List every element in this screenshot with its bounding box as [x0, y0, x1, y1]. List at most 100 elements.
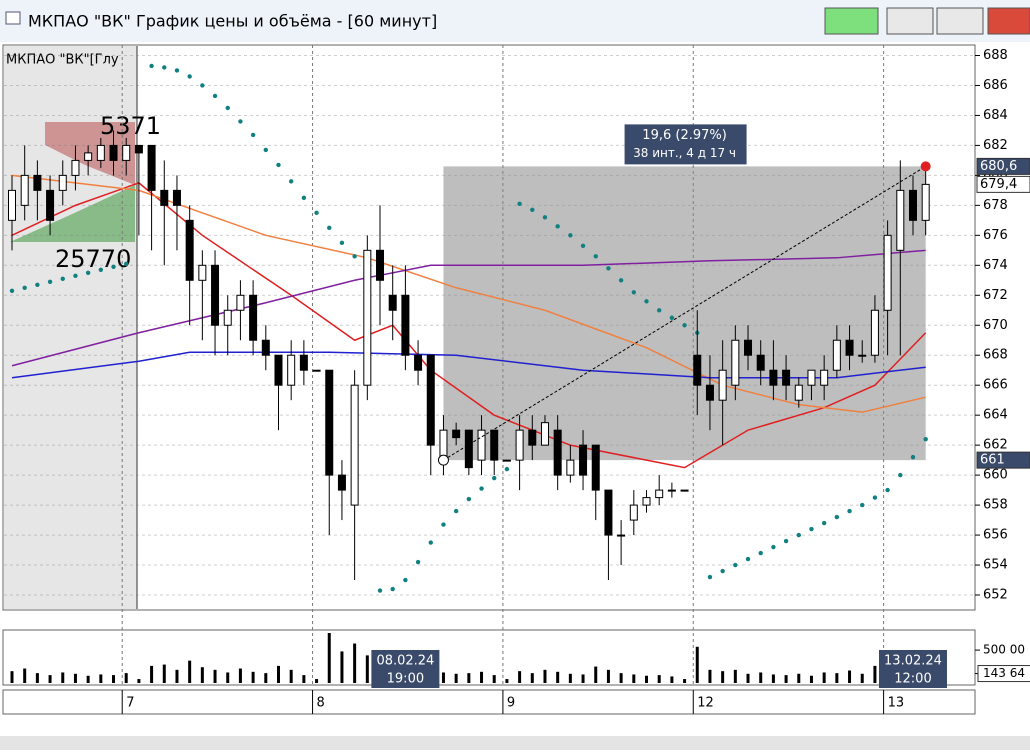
- volume-bar: [645, 675, 648, 683]
- price-flag-label: 661: [980, 453, 1005, 468]
- y-tick-label: 670: [983, 318, 1008, 333]
- measure-detail: 38 инт., 4 д 17 ч: [633, 146, 736, 160]
- volume-panel: [2, 629, 976, 686]
- sar-dot: [796, 532, 801, 538]
- cursor-time: 19:00: [387, 672, 424, 687]
- close-button[interactable]: [987, 7, 1030, 35]
- y-tick-label: 672: [983, 288, 1008, 303]
- sar-dot: [225, 105, 230, 111]
- y-tick-label: 684: [983, 108, 1008, 123]
- sar-dot: [606, 266, 611, 271]
- candle-body: [426, 354, 435, 446]
- sar-dot: [314, 210, 319, 216]
- candle-body: [274, 354, 283, 386]
- sar-dot: [707, 574, 713, 580]
- sar-dot: [771, 544, 776, 550]
- candle-body: [337, 474, 346, 491]
- candle-body: [642, 497, 651, 506]
- x-tick-label: 12: [697, 696, 714, 711]
- volume-bar: [492, 675, 496, 683]
- scrollbar[interactable]: [0, 736, 1030, 750]
- candle-body: [604, 489, 613, 536]
- volume-bar: [454, 673, 458, 683]
- sar-dot: [555, 224, 560, 229]
- volume-bar: [480, 671, 484, 683]
- volume-bar: [505, 679, 509, 683]
- sar-dot: [530, 207, 535, 213]
- volume-bar: [99, 674, 103, 683]
- candle-body: [655, 489, 664, 499]
- sar-dot: [821, 520, 827, 526]
- cursor-date: 13.02.24: [884, 654, 942, 669]
- candle-body: [883, 234, 892, 311]
- candle-body: [591, 444, 600, 491]
- volume-bar: [632, 674, 636, 683]
- candle-body: [807, 369, 816, 386]
- volume-bar: [441, 672, 445, 683]
- sar-dot: [276, 162, 281, 168]
- volume-bar: [619, 673, 623, 683]
- volume-bar: [530, 673, 534, 683]
- volume-bar: [302, 675, 306, 683]
- restore-button[interactable]: [936, 7, 984, 35]
- y-tick-label: 660: [983, 468, 1008, 483]
- price-flag: [976, 451, 1030, 469]
- indicator-line: [11, 174, 926, 413]
- sar-dot: [149, 63, 154, 69]
- volume-tick-label: 143 64: [983, 666, 1025, 680]
- profile-buy: [10, 185, 135, 242]
- sar-dot: [466, 496, 472, 502]
- time-axis: [2, 689, 976, 715]
- volume-bar: [873, 665, 877, 683]
- candle-body: [464, 429, 473, 469]
- sar-dot: [656, 308, 662, 313]
- candle-body: [46, 189, 55, 221]
- sar-dot: [200, 83, 205, 88]
- sar-dot: [162, 65, 167, 70]
- sar-dot: [479, 486, 484, 491]
- sar-dot: [910, 454, 916, 460]
- candle-body: [147, 144, 156, 191]
- sar-dot: [415, 559, 421, 565]
- candle-body: [540, 422, 549, 446]
- candle-body: [667, 489, 676, 492]
- link-button[interactable]: [824, 7, 879, 35]
- candle-body: [629, 504, 638, 521]
- y-tick-label: 652: [983, 588, 1008, 603]
- candle-body: [96, 144, 105, 161]
- candle-body: [350, 384, 359, 506]
- candle-body: [109, 144, 118, 161]
- sar-dot: [428, 540, 433, 545]
- measure-line: [443, 165, 926, 461]
- candle-body: [325, 369, 334, 476]
- x-tick-label: 8: [317, 696, 325, 711]
- y-tick-label: 662: [983, 438, 1008, 453]
- sar-dot: [847, 508, 852, 514]
- volume-bar: [708, 669, 712, 683]
- sar-dot: [124, 261, 129, 267]
- minimize-button[interactable]: [886, 7, 934, 35]
- y-tick-label: 654: [983, 558, 1008, 573]
- volume-bar: [327, 633, 331, 683]
- volume-bar: [581, 674, 585, 683]
- volume-bar: [340, 651, 344, 683]
- volume-bar: [759, 672, 763, 683]
- candle-body: [211, 264, 220, 326]
- candle-body: [477, 429, 486, 461]
- window-icon: [5, 11, 21, 25]
- candle-body: [414, 354, 423, 371]
- candle-body: [185, 219, 194, 281]
- sar-dot: [98, 267, 104, 273]
- sar-dot: [352, 254, 357, 259]
- candle-body: [756, 354, 765, 371]
- volume-bar: [264, 673, 268, 683]
- candle-body: [490, 429, 499, 461]
- sar-dot: [85, 270, 91, 275]
- price-flag: [976, 175, 1030, 193]
- volume-bar: [518, 671, 522, 683]
- sar-dot: [834, 514, 840, 520]
- sar-dot: [631, 290, 637, 295]
- volume-bar: [61, 672, 65, 683]
- candle-body: [680, 489, 689, 492]
- sar-dot: [403, 577, 408, 583]
